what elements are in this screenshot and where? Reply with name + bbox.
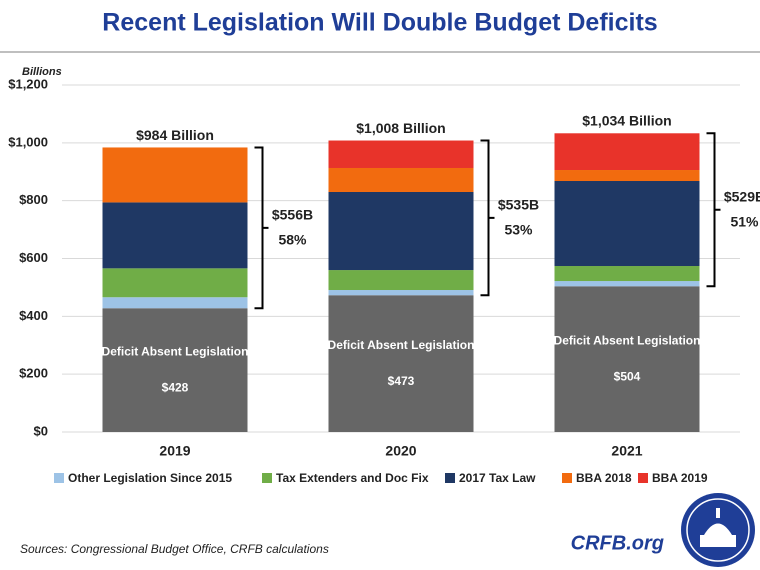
bracket-label: $529B — [724, 188, 760, 204]
bar-segment — [554, 181, 700, 267]
bracket-share: 51% — [730, 213, 759, 229]
x-tick-label: 2019 — [159, 443, 190, 459]
brand: CRFB.org — [571, 532, 664, 554]
bar-segment — [102, 268, 248, 298]
bar-segment — [554, 286, 700, 432]
bar-segment — [328, 295, 474, 432]
y-tick-label: $800 — [19, 192, 48, 207]
total-label: $984 Billion — [136, 127, 214, 143]
source: Sources: Congressional Budget Office, CR… — [20, 542, 329, 556]
y-tick-label: $600 — [19, 250, 48, 265]
bar-segment — [328, 270, 474, 291]
bar-segment — [554, 281, 700, 287]
bar-segment — [102, 297, 248, 309]
y-axis-label: Billions — [22, 66, 62, 78]
y-tick-label: $0 — [34, 423, 48, 438]
bar-segment — [328, 191, 474, 271]
bar-segment — [554, 266, 700, 282]
y-tick-label: $1,000 — [8, 134, 48, 149]
bracket — [480, 139, 495, 297]
y-tick-label: $1,200 — [8, 76, 48, 91]
bar-segment — [102, 147, 248, 203]
bracket-share: 58% — [278, 232, 307, 248]
x-tick-label: 2020 — [385, 443, 416, 459]
bar-base-name: Deficit Absent Legislation — [102, 344, 249, 358]
legend-swatch — [638, 473, 648, 483]
bar-segment — [102, 202, 248, 269]
bracket-label: $556B — [272, 207, 313, 223]
data-label: $504 — [614, 369, 641, 383]
bracket-share: 53% — [504, 222, 533, 238]
bar-segment — [554, 133, 700, 171]
bar-base-name: Deficit Absent Legislation — [328, 338, 475, 352]
total-label: $1,034 Billion — [582, 113, 671, 129]
bar-segment — [328, 167, 474, 192]
data-label: $473 — [388, 374, 415, 388]
bar-base-name: Deficit Absent Legislation — [554, 333, 701, 347]
legend-label: Tax Extenders and Doc Fix — [276, 471, 429, 485]
legend-swatch — [54, 473, 64, 483]
bracket-label: $535B — [498, 197, 539, 213]
legend-label: BBA 2018 — [576, 471, 632, 485]
data-label: $428 — [162, 380, 189, 394]
bracket — [254, 146, 269, 310]
x-tick-label: 2021 — [611, 443, 642, 459]
chart-title: Recent Legislation Will Double Budget De… — [102, 9, 657, 37]
bar-segment — [328, 140, 474, 168]
y-tick-label: $200 — [19, 366, 48, 381]
bar-segment — [554, 170, 700, 182]
bracket — [706, 132, 721, 288]
total-label: $1,008 Billion — [356, 120, 445, 136]
legend-swatch — [262, 473, 272, 483]
legend-label: 2017 Tax Law — [459, 471, 536, 485]
bar-segment — [102, 308, 248, 432]
logo — [681, 493, 755, 567]
bar-segment — [328, 290, 474, 296]
y-tick-label: $400 — [19, 308, 48, 323]
legend-label: Other Legislation Since 2015 — [68, 471, 232, 485]
legend-label: BBA 2019 — [652, 471, 708, 485]
legend-swatch — [445, 473, 455, 483]
legend-swatch — [562, 473, 572, 483]
